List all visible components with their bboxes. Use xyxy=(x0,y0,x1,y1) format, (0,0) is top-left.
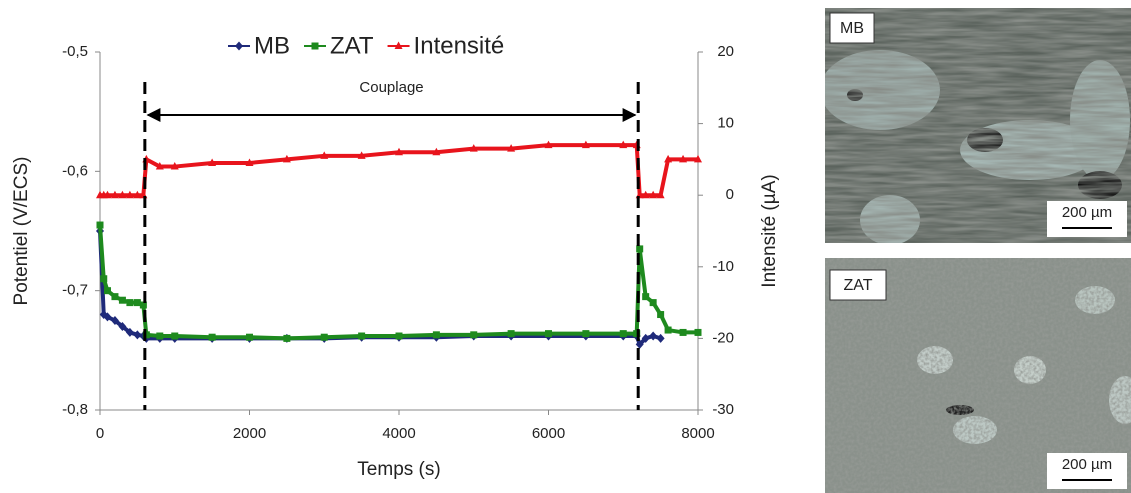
marker xyxy=(320,151,329,159)
marker xyxy=(694,328,702,336)
marker xyxy=(118,321,127,331)
marker xyxy=(103,190,112,199)
marker xyxy=(664,154,673,163)
marker xyxy=(545,330,552,338)
marker xyxy=(679,154,688,163)
scale-bar-label: 200 µm xyxy=(1062,204,1112,221)
micrograph-label: ZAT xyxy=(843,277,872,294)
micrograph-label-box: MB 200 µm xyxy=(829,12,1127,237)
y2-tick-label: -20 xyxy=(712,329,734,346)
marker xyxy=(642,293,650,301)
marker xyxy=(208,333,216,341)
marker xyxy=(155,162,164,170)
y2-tick-label: -30 xyxy=(712,401,734,418)
marker xyxy=(283,334,291,342)
marker xyxy=(311,42,319,50)
marker xyxy=(657,311,665,319)
scale-bar-label: 200 µm xyxy=(1062,456,1112,473)
marker xyxy=(171,332,179,340)
marker xyxy=(432,147,441,156)
y-tick-label: -0,5 xyxy=(62,43,88,60)
marker xyxy=(103,287,111,295)
marker xyxy=(581,140,590,149)
marker xyxy=(118,296,126,304)
series-line xyxy=(98,230,662,347)
marker xyxy=(246,333,253,341)
marker xyxy=(110,316,119,325)
y-tick-label: -0,6 xyxy=(62,162,88,179)
marker xyxy=(133,190,142,199)
marker xyxy=(507,330,515,338)
marker xyxy=(139,301,147,309)
marker xyxy=(664,326,672,334)
marker xyxy=(100,275,108,283)
legend-label: ZAT xyxy=(330,32,374,59)
marker xyxy=(679,328,687,336)
marker xyxy=(470,331,478,339)
marker xyxy=(111,293,119,301)
marker xyxy=(96,221,104,229)
y2-tick-label: 0 xyxy=(726,186,734,203)
marker xyxy=(649,299,657,307)
marker xyxy=(635,339,644,349)
marker xyxy=(357,151,366,159)
micrograph-label-box: ZAT 200 µm xyxy=(829,269,1127,489)
marker xyxy=(469,144,478,152)
marker xyxy=(126,299,134,307)
x-tick-label: 0 xyxy=(96,425,104,442)
annotation-label: Couplage xyxy=(359,79,423,96)
marker xyxy=(641,190,650,199)
x-tick-label: 6000 xyxy=(532,425,565,442)
marker xyxy=(432,331,440,339)
marker xyxy=(170,162,179,170)
y-axis-title: Potentiel (V/ECS) xyxy=(11,157,32,306)
marker xyxy=(694,154,702,163)
marker xyxy=(656,190,665,199)
y2-tick-label: -10 xyxy=(712,258,734,275)
marker xyxy=(395,147,403,156)
marker xyxy=(649,331,658,341)
series-line xyxy=(98,224,698,341)
chart: -0,8 -0,7 -0,6 -0,5 -30 -20 -10 0 10 20 0 2000 4000 6… xyxy=(11,32,780,480)
x-tick-label: 2000 xyxy=(233,425,266,442)
y2-axis-title: Intensité (µA) xyxy=(759,174,780,287)
x-tick-label: 8000 xyxy=(681,425,714,442)
marker xyxy=(320,333,328,341)
marker xyxy=(133,299,141,307)
marker xyxy=(619,140,628,149)
marker xyxy=(636,245,644,253)
marker xyxy=(208,158,217,166)
marker xyxy=(133,330,142,340)
marker xyxy=(125,190,134,199)
marker xyxy=(507,144,516,152)
marker xyxy=(649,190,658,199)
marker xyxy=(544,140,553,149)
marker xyxy=(110,190,119,199)
y2-tick-label: 10 xyxy=(717,115,734,132)
y-tick-label: -0,7 xyxy=(62,282,88,299)
marker xyxy=(282,154,291,163)
marker xyxy=(245,158,254,166)
x-axis-title: Temps (s) xyxy=(357,459,440,480)
y-tick-label: -0,8 xyxy=(62,401,88,418)
marker xyxy=(358,332,366,340)
x-tick-label: 4000 xyxy=(382,425,415,442)
legend-label: MB xyxy=(254,32,290,59)
marker xyxy=(656,333,665,343)
marker xyxy=(582,330,590,338)
marker xyxy=(394,41,403,49)
marker xyxy=(156,332,164,340)
marker xyxy=(235,41,243,51)
marker xyxy=(641,333,650,343)
legend-label: Intensité xyxy=(414,32,505,59)
marker xyxy=(103,312,112,322)
marker xyxy=(118,190,127,199)
marker xyxy=(395,332,403,340)
y2-tick-label: 20 xyxy=(717,43,734,60)
marker xyxy=(125,327,134,337)
micrograph-label: MB xyxy=(840,20,864,37)
marker xyxy=(619,330,627,338)
